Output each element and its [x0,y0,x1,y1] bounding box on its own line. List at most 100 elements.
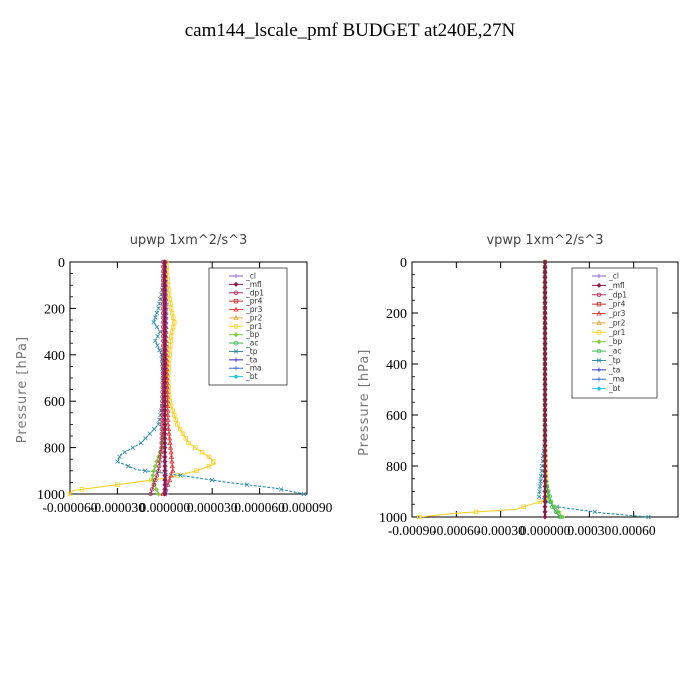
data-point [79,487,85,492]
data-point [67,491,73,497]
data-point [162,491,168,497]
y-tick-label: 800 [44,442,65,457]
data-point [169,329,175,334]
figure-title: cam144_lscale_pmf BUDGET at240E,27N [184,20,516,41]
chart-title: upwp 1xm^2/s^3 [130,233,248,248]
data-point [536,494,542,499]
data-point [542,494,548,500]
x-tick-label: 0.00030 [567,523,611,538]
data-point [542,366,548,372]
data-point [151,482,156,487]
data-point [178,426,183,432]
legend-label: _ma [245,364,262,373]
legend-marker [233,281,239,287]
data-point [156,422,161,427]
data-point [542,448,548,454]
data-point [148,491,153,497]
data-point [170,467,176,473]
data-point [138,440,144,446]
data-point [542,346,548,352]
legend: _cl_mfl_dp1_pr4_pr3_pr2_pr1_bp_ac_tp_ta_… [208,267,288,386]
data-point [154,310,160,316]
legend-marker [233,314,239,320]
legend-marker [596,367,602,373]
data-point [153,477,158,483]
legend-marker [233,366,239,371]
x-tick-label: -0.000060 [42,500,97,515]
data-point [553,509,559,515]
data-point [154,324,160,330]
data-point [542,295,548,301]
x-tick-label: 0.000030 [187,500,238,515]
data-point [542,392,548,398]
data-point [194,468,199,473]
data-point [156,306,161,311]
data-point [167,439,173,445]
y-tick-label: 800 [386,460,407,475]
legend-label: _pr1 [608,328,626,337]
legend-label: _mfl [245,280,262,289]
data-point [542,458,548,464]
y-tick-label: 600 [44,395,65,410]
data-point [115,482,120,487]
y-axis-label: Pressure [hPa] [357,349,372,456]
legend-marker [596,282,602,288]
chart-title: vpwp 1xm^2/s^3 [486,233,603,248]
data-point [149,487,155,492]
y-tick-label: 0 [400,256,407,271]
data-point [166,435,173,441]
legend-marker [233,290,239,295]
data-point [542,386,548,393]
data-point [542,290,548,296]
chart-panel-2: vpwp 1xm^2/s^3 Pressure [hPa] 0 200 400 600 80… [357,233,679,538]
data-point [542,361,548,367]
data-point [206,463,212,469]
data-point [211,459,216,464]
data-point [537,489,542,494]
legend-marker [596,310,602,316]
data-point [168,449,174,455]
data-point [542,264,548,270]
y-tick-label: 1000 [379,511,407,526]
y-tick-label: 1000 [37,488,65,503]
legend-label: _bt [608,384,621,393]
data-point [542,427,548,433]
legend-label: _pr4 [608,300,626,309]
data-point [170,408,175,413]
series-pr1 [67,259,217,497]
data-point [542,412,548,418]
legend-label: _ma [608,375,625,384]
data-point [183,436,188,441]
data-point [542,402,548,408]
legend-marker [596,358,602,363]
data-point [542,509,548,515]
data-point [542,310,548,316]
legend-label: _dp1 [245,288,264,297]
data-point [199,450,205,455]
legend-marker [233,374,239,380]
legend-label: _dp1 [608,290,627,299]
data-point [147,431,153,436]
data-point [542,330,548,336]
data-point [153,338,158,344]
data-point [542,269,548,275]
legend-marker [233,349,239,354]
data-point [548,499,554,504]
data-point [169,310,175,316]
data-point [542,407,548,413]
data-point [193,445,198,450]
data-point [142,468,148,474]
legend-label: _tp [608,356,621,365]
data-point [542,432,548,438]
data-point [165,425,172,432]
data-point [542,463,548,469]
data-point [209,477,215,483]
series-line [69,261,217,495]
legend-label: _pr1 [245,322,263,331]
data-point [143,436,148,441]
data-point [521,504,526,509]
legend-marker [596,339,602,345]
data-point [542,279,548,285]
data-point [168,343,173,348]
x-tick-label: -0.00030 [476,523,525,538]
